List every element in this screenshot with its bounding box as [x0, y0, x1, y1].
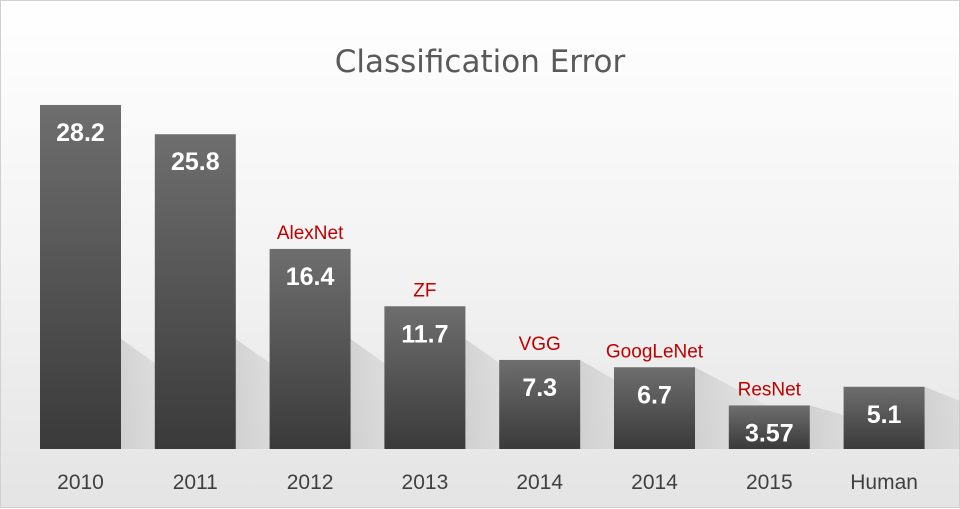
value-label-4: 7.3	[522, 374, 557, 402]
bar-shadow	[924, 386, 960, 449]
bar-5	[614, 367, 695, 449]
x-tick-label-2: 2012	[287, 471, 334, 494]
model-annotation-6: ResNet	[738, 379, 802, 400]
value-label-3: 11.7	[401, 320, 448, 348]
model-annotation-5: GoogLeNet	[606, 341, 704, 362]
value-label-6: 3.57	[745, 419, 794, 447]
x-tick-label-0: 2010	[57, 471, 104, 494]
x-tick-label-1: 2011	[173, 471, 218, 494]
bar-1	[154, 134, 236, 450]
model-annotation-4: VGG	[519, 334, 561, 355]
value-label-7: 5.1	[867, 401, 902, 429]
value-label-1: 25.8	[171, 148, 220, 176]
x-tick-label-7: Human	[850, 471, 918, 494]
x-tick-label-5: 2014	[631, 471, 678, 494]
chart-title: Classification Error	[335, 44, 626, 80]
bar-3	[384, 306, 466, 449]
x-tick-label-6: 2015	[746, 471, 793, 494]
value-label-0: 28.2	[56, 119, 105, 147]
bar-6	[728, 405, 810, 449]
bars	[40, 104, 925, 450]
x-tick-label-4: 2014	[516, 471, 563, 494]
value-label-2: 16.4	[286, 263, 335, 291]
bar-0	[40, 104, 121, 450]
bar-7	[843, 386, 925, 449]
labels: 28.2 2010 25.8 2011 16.4 AlexNet 2012 11.7 ZF 201…	[56, 119, 918, 494]
bar-4	[499, 359, 581, 449]
model-annotation-3: ZF	[413, 280, 436, 301]
model-annotation-2: AlexNet	[277, 223, 344, 244]
bar-2	[269, 248, 351, 449]
x-tick-label-3: 2013	[402, 471, 449, 494]
value-label-5: 6.7	[637, 381, 672, 409]
